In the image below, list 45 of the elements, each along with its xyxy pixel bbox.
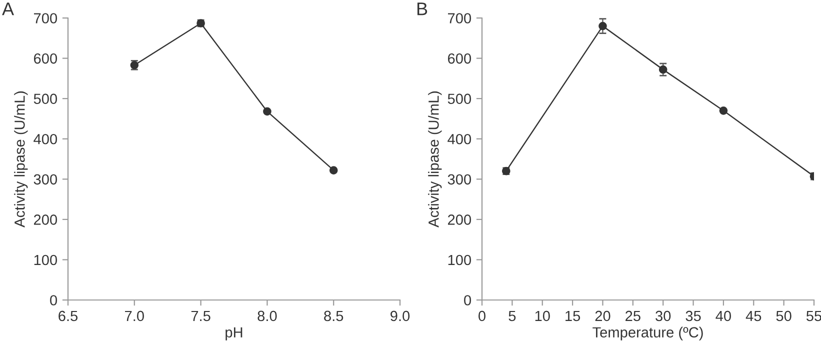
x-tick-label: 40 [716,310,731,322]
x-axis-title: pH [226,327,242,340]
y-tick-label: 500 [34,94,58,104]
y-tick-label: 700 [448,13,472,24]
y-tick-label: 300 [34,174,58,185]
x-tick-label: 50 [776,310,792,322]
y-axis-title: Activity lipase (U/mL) [428,91,442,228]
x-tick-label: 55 [806,310,821,322]
y-tick-label: 0 [464,295,472,306]
y-tick-label: 200 [34,214,58,225]
x-tick-label: 7.5 [191,310,210,322]
point [658,65,668,74]
point [719,106,728,115]
x-tick-label: 7.0 [125,310,144,322]
x-tick-label: 20 [595,310,610,322]
y-tick-label: 100 [448,254,472,266]
chart-title: B [417,2,428,16]
y-tick-label: 300 [448,174,472,185]
point [263,107,272,116]
x-tick-label: 0 [478,310,486,322]
y-tick-label: 400 [34,134,58,144]
x-tick-label: 10 [535,310,550,322]
y-tick-label: 100 [34,254,58,266]
y-tick-label: 700 [34,13,58,24]
y-tick-label: 600 [34,53,58,64]
x-tick-label: 45 [746,310,762,322]
y-tick-label: 500 [448,94,472,104]
x-tick-label: 35 [686,310,701,322]
y-tick-label: 200 [448,214,472,225]
x-tick-label: 9.0 [390,310,410,322]
x-tick-label: 5 [508,310,516,322]
x-axis-title: Temperature (ºC) [592,326,703,340]
point [598,22,607,30]
y-tick-label: 0 [50,295,58,306]
x-tick-label: 15 [566,310,580,322]
y-tick-label: 600 [448,53,472,64]
chart-title: A [2,2,14,16]
y-axis-title: Activity lipase (U/mL) [14,91,28,228]
x-tick-label: 25 [626,310,640,322]
x-tick-label: 6.5 [58,310,78,322]
y-tick-label: 400 [448,134,472,144]
x-tick-label: 30 [656,310,671,322]
x-tick-label: 8.5 [324,310,344,322]
x-tick-label: 8.0 [258,310,277,322]
point [329,166,338,174]
